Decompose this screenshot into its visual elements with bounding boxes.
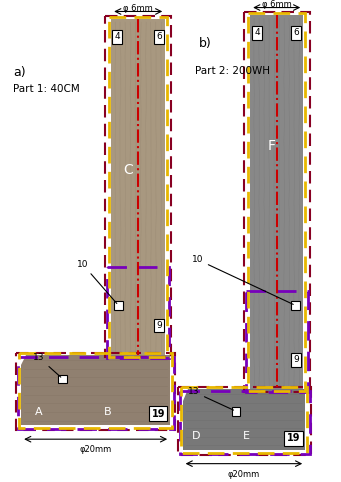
Text: Part 1: 40CM: Part 1: 40CM bbox=[13, 84, 80, 94]
Polygon shape bbox=[111, 19, 165, 355]
Text: 9: 9 bbox=[157, 321, 162, 330]
Text: 13: 13 bbox=[33, 353, 61, 377]
Text: 9: 9 bbox=[293, 355, 299, 364]
Text: φ20mm: φ20mm bbox=[79, 445, 112, 454]
Text: Part 2: 200WH: Part 2: 200WH bbox=[195, 66, 270, 76]
Text: E: E bbox=[243, 431, 250, 441]
Text: φ 6mm: φ 6mm bbox=[262, 0, 292, 9]
Bar bbox=[114, 301, 123, 310]
Text: B: B bbox=[104, 407, 112, 417]
Bar bbox=[291, 301, 300, 310]
Polygon shape bbox=[21, 355, 170, 426]
Text: A: A bbox=[35, 407, 43, 417]
Bar bbox=[58, 375, 67, 383]
Text: a): a) bbox=[13, 66, 26, 79]
Polygon shape bbox=[250, 15, 303, 389]
Text: 10: 10 bbox=[192, 255, 293, 305]
Text: 4: 4 bbox=[114, 32, 120, 41]
Text: 6: 6 bbox=[157, 32, 162, 41]
Text: 19: 19 bbox=[151, 409, 165, 419]
Text: C: C bbox=[123, 163, 133, 177]
Text: 4: 4 bbox=[254, 28, 260, 38]
Text: 19: 19 bbox=[286, 433, 300, 443]
Bar bbox=[232, 407, 240, 415]
Text: F: F bbox=[268, 139, 276, 153]
Text: 10: 10 bbox=[77, 260, 117, 304]
Text: b): b) bbox=[199, 37, 212, 50]
Text: φ20mm: φ20mm bbox=[228, 469, 260, 479]
Text: 13: 13 bbox=[188, 387, 234, 410]
Text: D: D bbox=[192, 431, 201, 441]
Text: 6: 6 bbox=[293, 28, 299, 38]
Polygon shape bbox=[183, 389, 305, 450]
Text: φ 6mm: φ 6mm bbox=[123, 4, 153, 13]
